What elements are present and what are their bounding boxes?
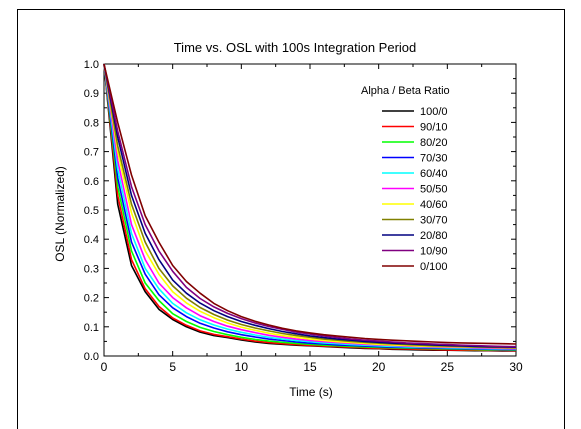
- series-line: [103, 63, 517, 351]
- legend-label: 0/100: [420, 261, 448, 273]
- series-line: [103, 63, 517, 349]
- legend-label: 30/70: [420, 215, 448, 227]
- x-tick-label: 0: [101, 360, 108, 374]
- legend-label: 70/30: [420, 153, 448, 165]
- x-tick-label: 25: [441, 360, 455, 374]
- legend-label: 80/20: [420, 137, 448, 149]
- series-line: [103, 63, 517, 348]
- chart-frame: Time vs. OSL with 100s Integration Perio…: [17, 9, 565, 429]
- legend-label: 50/50: [420, 184, 448, 196]
- plot-area: 0 5 10 15 20 25 30 0.0 0.1 0.2 0.3 0.4 0.5 0.6 0.7 0.8 0…: [84, 59, 523, 374]
- x-axis-label: Time (s): [289, 385, 333, 399]
- x-tick-label: 30: [509, 360, 523, 374]
- y-axis-label: OSL (Normalized): [53, 166, 67, 262]
- y-tick-label: 1.0: [84, 59, 99, 71]
- y-tick-label: 0.2: [84, 293, 99, 305]
- series-line: [103, 63, 517, 352]
- legend-label: 20/80: [420, 230, 448, 242]
- x-tick-label: 15: [303, 360, 317, 374]
- x-tick-label: 20: [372, 360, 386, 374]
- legend: Alpha / Beta Ratio 100/0 90/10 80/20 70/30 6…: [361, 85, 450, 273]
- legend-label: 10/90: [420, 246, 448, 258]
- y-tick-label: 0.6: [84, 176, 99, 188]
- series-line: [103, 63, 517, 345]
- legend-label: 40/60: [420, 199, 448, 211]
- legend-label: 60/40: [420, 168, 448, 180]
- legend-title: Alpha / Beta Ratio: [361, 85, 450, 97]
- y-tick-label: 0.7: [84, 147, 99, 159]
- y-tick-label: 0.0: [84, 351, 99, 363]
- x-tick-label: 5: [169, 360, 176, 374]
- y-tick-label: 0.8: [84, 117, 99, 129]
- y-tick-label: 0.5: [84, 205, 99, 217]
- osl-chart: Time vs. OSL with 100s Integration Perio…: [53, 40, 523, 399]
- y-tick-label: 0.1: [84, 322, 99, 334]
- y-tick-label: 0.3: [84, 263, 99, 275]
- y-tick-label: 0.4: [84, 234, 99, 246]
- series-line: [103, 63, 517, 349]
- legend-label: 90/10: [420, 122, 448, 134]
- x-tick-label: 10: [235, 360, 249, 374]
- y-tick-label: 0.9: [84, 88, 99, 100]
- legend-label: 100/0: [420, 106, 448, 118]
- series-line: [103, 63, 517, 348]
- chart-title: Time vs. OSL with 100s Integration Perio…: [174, 40, 417, 55]
